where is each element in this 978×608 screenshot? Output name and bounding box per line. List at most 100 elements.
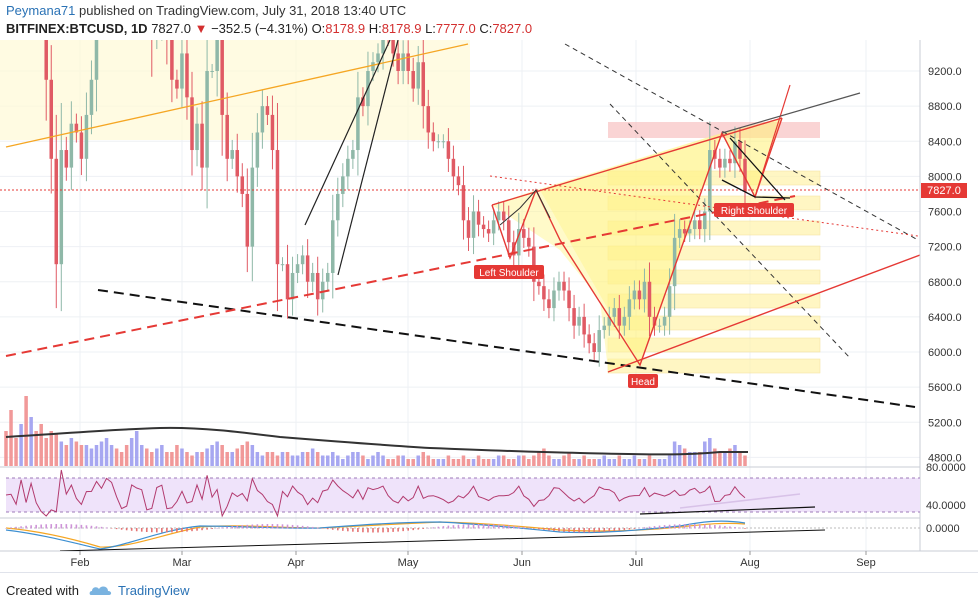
volume-bar xyxy=(386,459,390,466)
volume-bar xyxy=(532,455,536,466)
symbol-name[interactable]: BITFINEX:BTCUSD, 1D xyxy=(6,21,148,36)
candle-body xyxy=(84,114,89,159)
tradingview-logo-icon[interactable] xyxy=(88,582,114,598)
volume-bar xyxy=(511,459,516,466)
volume-bar xyxy=(114,448,119,466)
dashed-down-line-2 xyxy=(609,103,851,359)
macd-bar xyxy=(171,528,173,533)
candle-body xyxy=(170,40,174,80)
candle-body xyxy=(486,229,491,234)
volume-bar xyxy=(542,448,546,466)
candle-body xyxy=(517,229,521,256)
volume-bar xyxy=(4,431,8,466)
candle-body xyxy=(341,176,345,194)
volume-bar xyxy=(456,459,461,466)
volume-bar xyxy=(185,452,189,466)
macd-bar xyxy=(744,528,746,529)
tradingview-brand-link[interactable]: TradingView xyxy=(118,583,190,598)
author-link[interactable]: Peymana71 xyxy=(6,3,76,18)
macd-bar xyxy=(85,525,88,529)
macd-bar xyxy=(20,526,22,529)
volume-bar xyxy=(446,455,451,466)
volume-bar xyxy=(718,452,722,466)
candle-body xyxy=(481,224,486,230)
macd-bar xyxy=(523,526,525,529)
time-tick: Sep xyxy=(856,557,876,569)
volume-bar xyxy=(14,438,18,466)
volume-bar xyxy=(627,459,632,466)
high-value: 8178.9 xyxy=(381,21,422,36)
candle-body xyxy=(667,286,672,317)
candle-body xyxy=(89,79,94,115)
price-tick: 6400.0 xyxy=(928,312,962,324)
macd-bar xyxy=(477,524,480,529)
volume-bar xyxy=(713,448,717,466)
volume-bar xyxy=(295,455,300,466)
volume-bar xyxy=(170,452,174,466)
macd-bar xyxy=(507,525,510,529)
macd-bar xyxy=(663,525,666,529)
candle-body xyxy=(552,290,556,309)
candle-body xyxy=(647,281,652,317)
volume-bar xyxy=(677,445,682,466)
macd-bar xyxy=(301,525,304,529)
footer: Created with TradingView xyxy=(0,572,978,608)
macd-bar xyxy=(472,524,475,529)
macd-bar xyxy=(447,525,450,529)
candle-body xyxy=(381,40,385,54)
candle-body xyxy=(436,141,441,143)
open-value: 8178.9 xyxy=(325,21,366,36)
macd-bar xyxy=(568,528,570,533)
price-tick: 5600.0 xyxy=(928,382,962,394)
time-tick: Aug xyxy=(740,557,760,569)
candle-body xyxy=(632,290,637,300)
macd-bar xyxy=(311,526,314,529)
volume-bar xyxy=(235,448,240,466)
macd-bar xyxy=(196,528,198,531)
candle-body xyxy=(451,158,456,177)
time-axis[interactable]: Feb Mar Apr May Jun Jul Aug Sep xyxy=(71,551,876,569)
macd-bar xyxy=(256,524,259,529)
macd-bar xyxy=(150,528,153,533)
time-tick: Feb xyxy=(71,557,90,569)
volume-bar xyxy=(733,445,737,466)
volume-bar xyxy=(552,459,556,466)
volume-bar xyxy=(99,441,104,466)
volume-bar xyxy=(391,459,395,466)
volume-bar xyxy=(667,455,672,466)
high-label: H: xyxy=(368,21,382,36)
candle-body xyxy=(376,53,380,63)
volume-bar xyxy=(471,459,476,466)
volume-bar xyxy=(547,455,551,466)
macd-bar xyxy=(452,525,455,529)
candle-body xyxy=(220,40,224,115)
macd-bar xyxy=(533,528,535,529)
macd-bar xyxy=(246,524,249,529)
volume-bar xyxy=(129,438,134,466)
volume-bar xyxy=(39,424,43,466)
volume-bar xyxy=(461,455,466,466)
rsi-tick-80: 80.0000 xyxy=(926,462,966,474)
candle-body xyxy=(708,150,712,212)
macd-bar xyxy=(316,527,319,529)
macd-bar xyxy=(5,528,7,529)
price-axis[interactable]: 4800.0 5200.0 5600.0 6000.0 6400.0 6800.0 7200… xyxy=(928,66,962,464)
macd-bar xyxy=(553,528,555,531)
candle-body xyxy=(522,229,526,238)
macd-bar xyxy=(367,528,369,533)
volume-bar xyxy=(426,455,431,466)
macd-bar xyxy=(181,528,183,532)
svg-text:7827.0: 7827.0 xyxy=(927,185,961,197)
volume-bar xyxy=(69,438,74,466)
candle-body xyxy=(426,106,431,133)
candle-body xyxy=(401,53,405,71)
volume-bar xyxy=(84,445,89,466)
volume-bar xyxy=(466,459,471,466)
macd-bar xyxy=(226,526,228,529)
svg-text:Left Shoulder: Left Shoulder xyxy=(479,268,539,279)
volume-bar xyxy=(652,459,657,466)
macd-bar xyxy=(703,524,706,529)
macd-bar xyxy=(668,524,671,529)
price-tick: 7600.0 xyxy=(928,207,962,219)
